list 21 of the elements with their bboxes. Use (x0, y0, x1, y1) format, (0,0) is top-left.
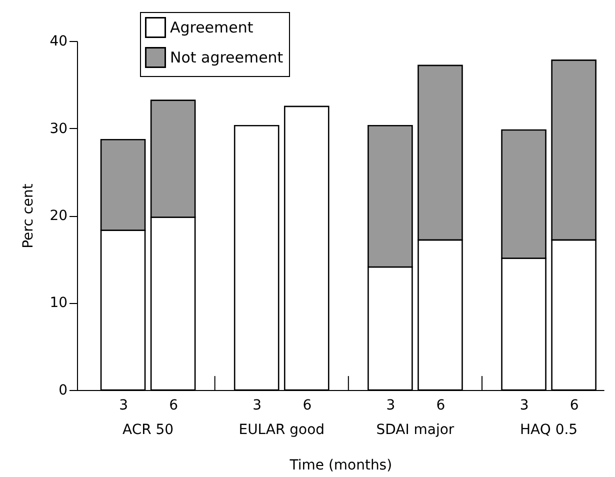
y-tick-label: 10 (50, 295, 68, 312)
x-tick-label: 6 (570, 398, 579, 414)
text: ACR 50 (122, 422, 174, 438)
x-tick-label: 6 (169, 398, 178, 414)
text: HAQ 0.5 (520, 422, 578, 438)
y-tick-label: 0 (58, 382, 68, 398)
x-tick-label: 3 (386, 398, 396, 414)
legend-label: Not agreement (170, 48, 284, 66)
x-axis-title: Time (months) (288, 458, 392, 474)
x-tick-label: 6 (436, 398, 446, 414)
text: SDAI major (376, 422, 454, 438)
y-axis-title: Perc cent (20, 183, 37, 248)
legend-label: Agreement (170, 18, 254, 36)
text: EULAR good (238, 422, 325, 438)
x-tick-label: 6 (302, 398, 312, 414)
x-tick-label: 3 (520, 398, 529, 414)
y-tick-label: 40 (50, 34, 68, 50)
x-tick-label: 3 (119, 398, 128, 414)
y-tick-label: 30 (50, 120, 68, 137)
y-tick-label: 20 (50, 208, 68, 224)
x-tick-label: 3 (252, 398, 262, 414)
